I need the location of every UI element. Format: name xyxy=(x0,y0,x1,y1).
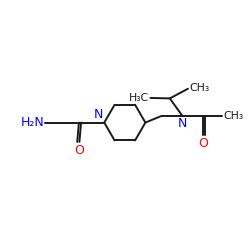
Text: CH₃: CH₃ xyxy=(224,111,244,121)
Text: O: O xyxy=(198,137,208,150)
Text: CH₃: CH₃ xyxy=(189,83,209,93)
Text: N: N xyxy=(178,117,187,130)
Text: H₃C: H₃C xyxy=(129,93,150,103)
Text: O: O xyxy=(74,144,84,157)
Text: N: N xyxy=(94,108,103,121)
Text: H₂N: H₂N xyxy=(21,116,44,129)
